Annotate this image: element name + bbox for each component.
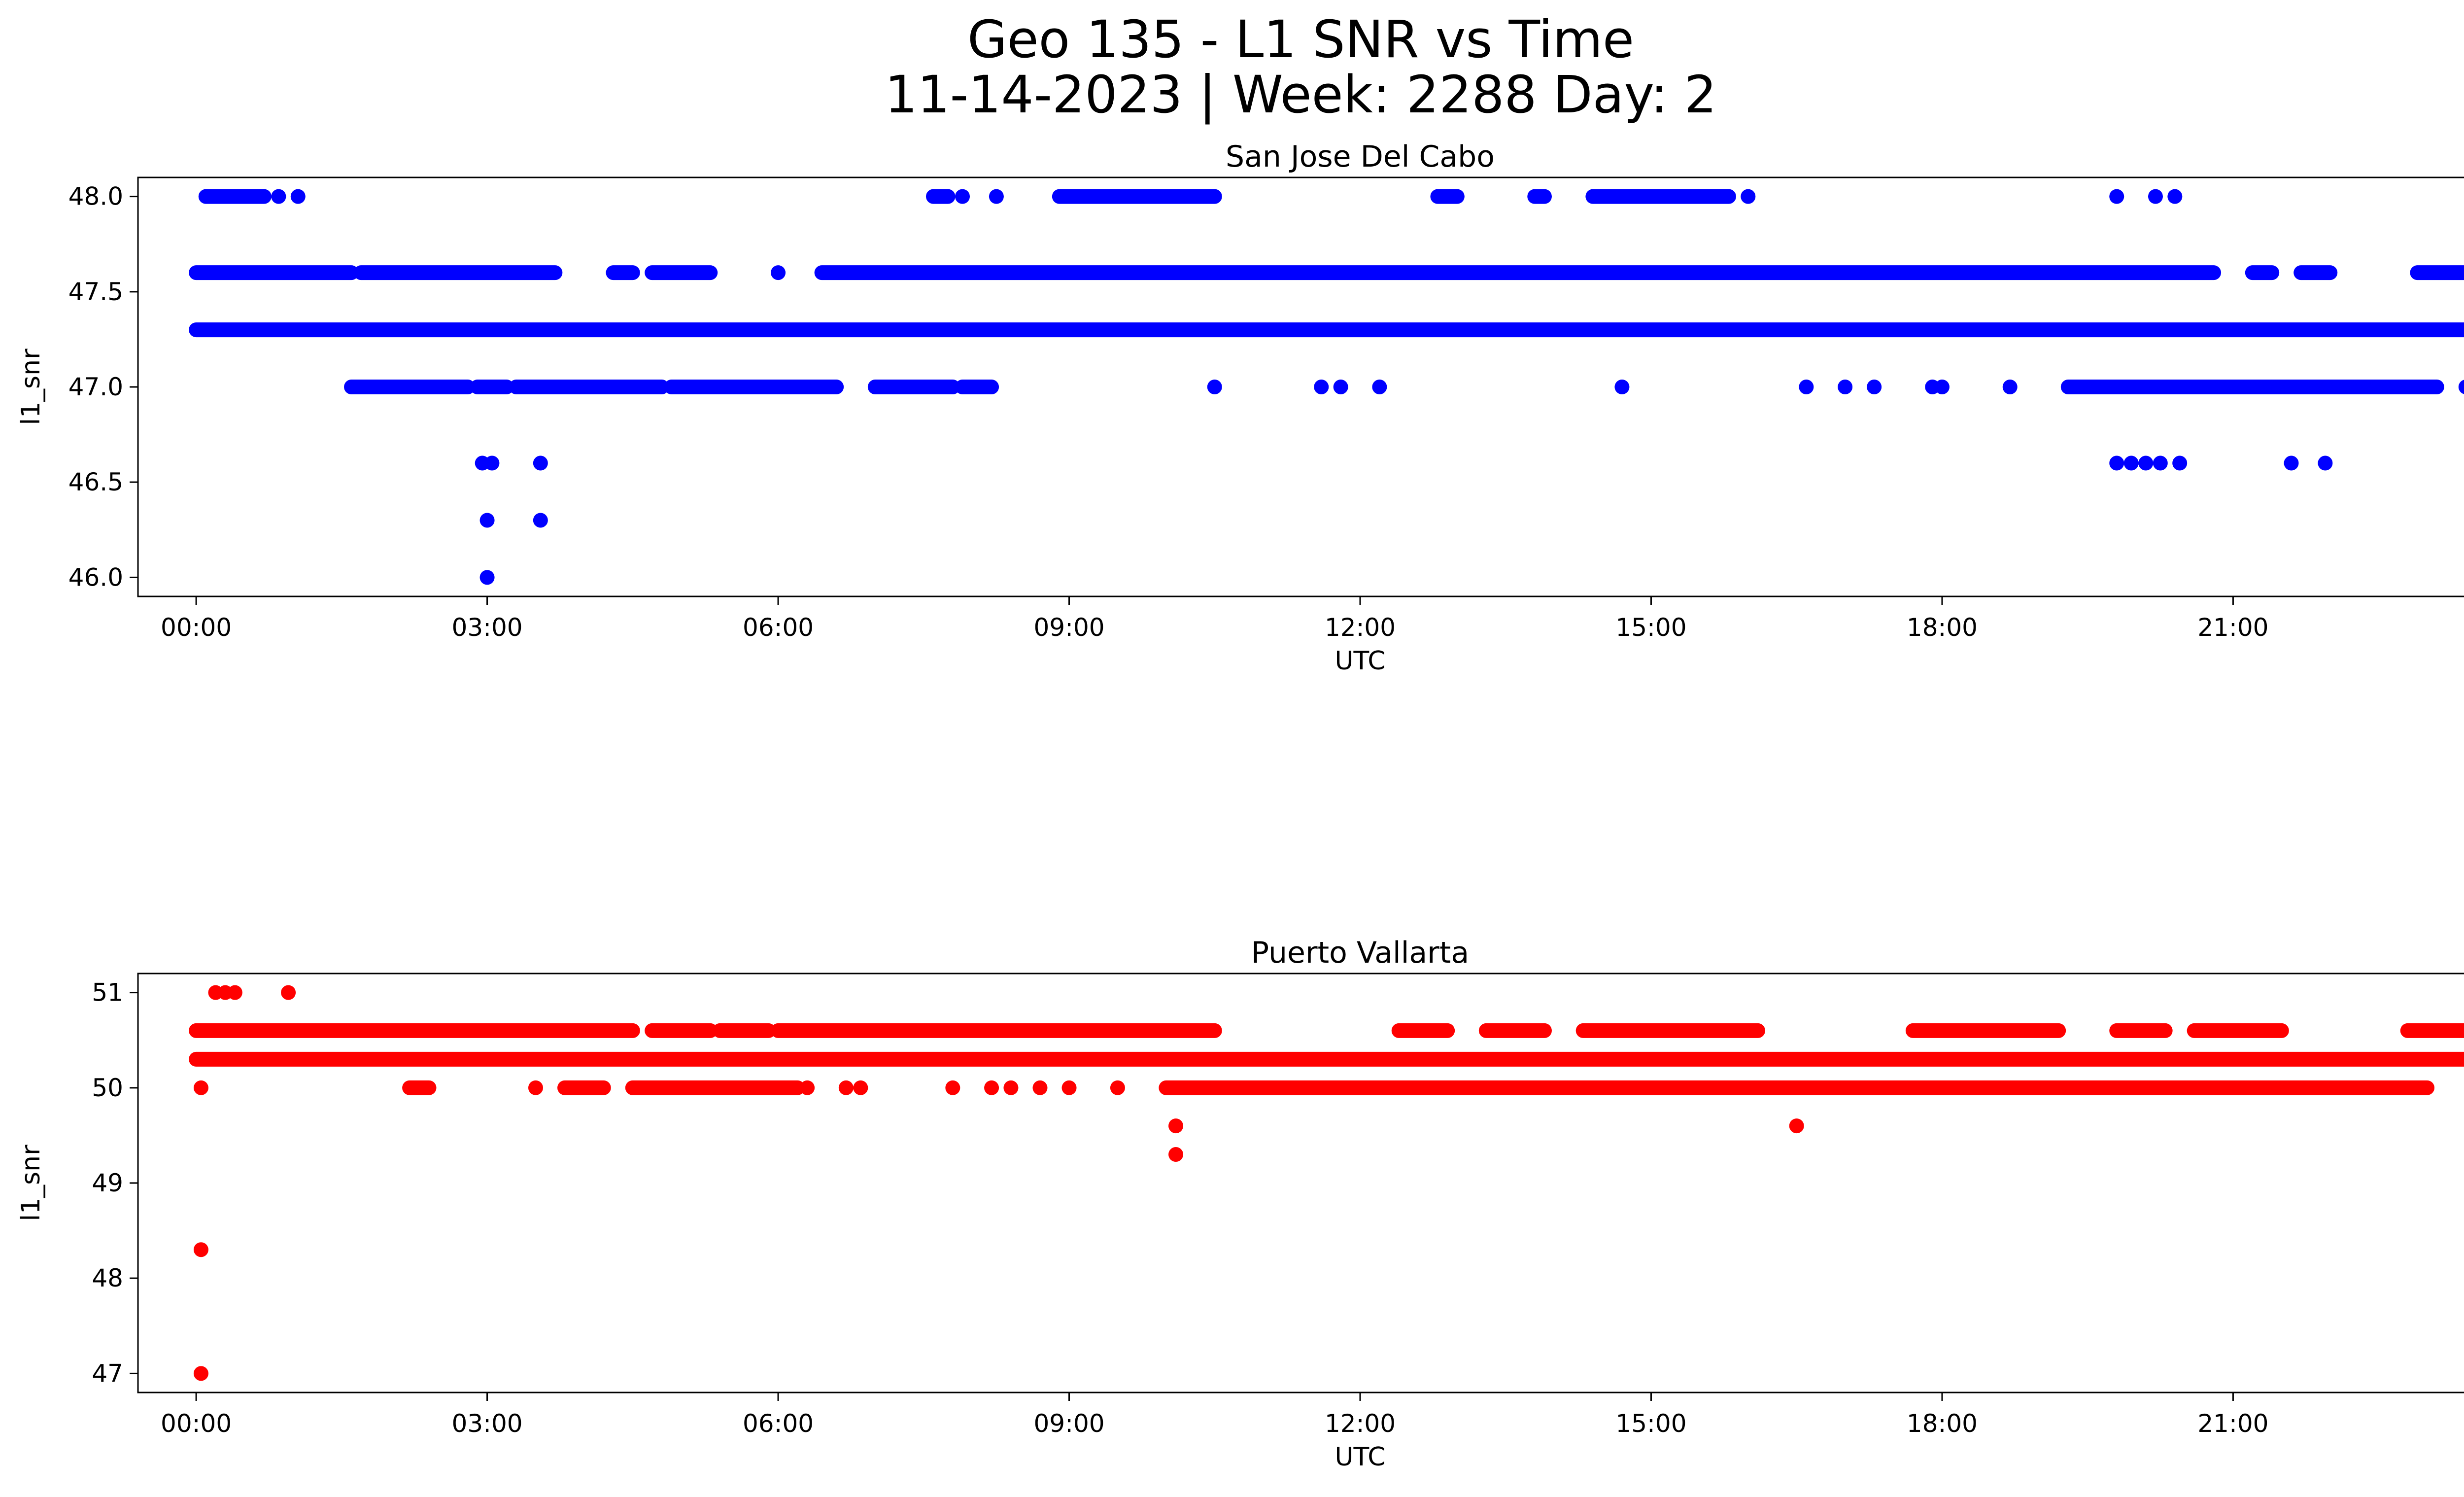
x-tick-label: 00:00 (161, 613, 232, 642)
y-tick-label: 47 (92, 1359, 123, 1388)
data-point (290, 189, 306, 204)
data-point (484, 455, 500, 471)
data-point (1838, 380, 1853, 394)
data-point (281, 985, 296, 1000)
y-tick-label: 47.0 (68, 373, 123, 401)
y-tick-label: 49 (92, 1169, 123, 1197)
chart-panel-2: Puerto Vallarta 00:00 03:00 06:00 09:00 12:00… (16, 936, 2464, 1472)
x-tick-label: 00:00 (161, 1409, 232, 1438)
data-point (1867, 380, 1882, 394)
data-point (1789, 1118, 1804, 1134)
chart-panel-1: San Jose Del Cabo 00:00 03:00 06:00 09:00 12:… (16, 139, 2464, 676)
x-tick-label: 21:00 (2197, 1409, 2268, 1438)
data-point (771, 265, 786, 280)
y-tick-label: 47.5 (68, 278, 123, 306)
data-point (1372, 380, 1387, 394)
x-tick-label: 09:00 (1033, 1409, 1104, 1438)
x-axis-label: UTC (1335, 646, 1385, 676)
data-point (1333, 380, 1348, 394)
x-tick-label: 18:00 (1907, 613, 1978, 642)
x-tick-label: 15:00 (1615, 1409, 1686, 1438)
data-point (193, 1366, 208, 1381)
data-point (227, 985, 242, 1000)
data-point (1168, 1147, 1184, 1162)
data-point (2109, 189, 2124, 204)
data-point (2172, 455, 2188, 471)
data-point (989, 189, 1004, 204)
data-point (2318, 455, 2333, 471)
chart-title: Puerto Vallarta (1251, 936, 1469, 970)
x-tick-label: 12:00 (1325, 613, 1396, 642)
y-tick-label: 46.5 (68, 468, 123, 496)
x-tick-label: 09:00 (1033, 613, 1104, 642)
data-point (2123, 455, 2139, 471)
data-point (2284, 455, 2299, 471)
data-point (1168, 1118, 1184, 1134)
data-point (1061, 1080, 1077, 1095)
y-tick-label: 48 (92, 1264, 123, 1292)
y-tick-label: 50 (92, 1074, 123, 1102)
data-point (853, 1080, 868, 1095)
x-tick-label: 18:00 (1907, 1409, 1978, 1438)
figure-title: Geo 135 - L1 SNR vs Time (967, 9, 1634, 70)
data-point (1799, 380, 1814, 394)
x-tick-label: 06:00 (743, 613, 814, 642)
y-axis-label: l1_snr (16, 348, 46, 425)
x-tick-label: 03:00 (452, 613, 523, 642)
data-point (271, 189, 286, 204)
data-point (479, 570, 495, 585)
data-point (1741, 189, 1756, 204)
data-point (2148, 189, 2163, 204)
data-point (955, 189, 970, 204)
data-point (1003, 1080, 1019, 1095)
data-point (2167, 189, 2183, 204)
y-axis-label: l1_snr (16, 1145, 46, 1221)
x-tick-label: 12:00 (1325, 1409, 1396, 1438)
x-tick-label: 21:00 (2197, 613, 2268, 642)
data-point (838, 1080, 854, 1095)
data-point (1110, 1080, 1125, 1095)
data-point (800, 1080, 815, 1095)
data-point (2109, 455, 2124, 471)
data-point (528, 1080, 543, 1095)
figure-subtitle: 11-14-2023 | Week: 2288 Day: 2 (885, 65, 1717, 125)
data-point (945, 1080, 960, 1095)
data-point (2002, 380, 2018, 394)
x-tick-label: 03:00 (452, 1409, 523, 1438)
data-point (984, 1080, 999, 1095)
data-point (193, 1080, 208, 1095)
data-point (1314, 380, 1329, 394)
data-point (193, 1242, 208, 1257)
y-tick-label: 46.0 (68, 563, 123, 592)
x-axis-label: UTC (1335, 1442, 1385, 1472)
data-point (2138, 455, 2154, 471)
chart-title: San Jose Del Cabo (1226, 139, 1495, 174)
y-tick-label: 48.0 (68, 182, 123, 211)
data-point (1934, 380, 1950, 394)
data-point (1032, 1080, 1048, 1095)
y-tick-label: 51 (92, 978, 123, 1007)
data-point (2458, 380, 2464, 394)
x-tick-label: 06:00 (743, 1409, 814, 1438)
data-point (479, 513, 495, 528)
data-point (2153, 455, 2168, 471)
data-point (533, 455, 548, 471)
data-point (533, 513, 548, 528)
data-point (1207, 380, 1222, 394)
data-point (1614, 380, 1630, 394)
x-tick-label: 15:00 (1615, 613, 1686, 642)
